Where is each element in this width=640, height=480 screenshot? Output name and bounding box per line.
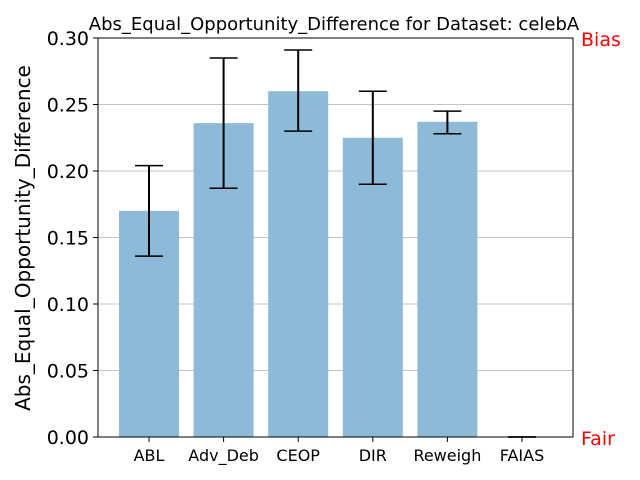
- chart-title: Abs_Equal_Opportunity_Difference for Dat…: [89, 14, 580, 35]
- bar-dir: [342, 137, 403, 437]
- x-tick-label: FAIAS: [500, 446, 545, 465]
- x-tick-label: Adv_Deb: [188, 446, 259, 466]
- y-axis-label: Abs_Equal_Opportunity_Difference: [11, 65, 35, 411]
- y-tick-label: 0.00: [47, 427, 89, 449]
- y-tick-label: 0.10: [47, 294, 89, 316]
- y-tick-label: 0.15: [47, 228, 89, 250]
- x-tick-label: CEOP: [276, 446, 320, 465]
- y-tick-label: 0.20: [47, 161, 89, 183]
- x-tick-label: DIR: [359, 446, 387, 465]
- bars: [119, 91, 478, 438]
- error-bars: [135, 49, 536, 438]
- x-axis-ticks: ABL Adv_Deb CEOP DIR Reweigh FAIAS: [134, 437, 545, 466]
- y-tick-label: 0.30: [47, 28, 89, 50]
- x-tick-label: Reweigh: [413, 446, 481, 465]
- bar-reweigh: [417, 121, 478, 437]
- y-tick-label: 0.05: [47, 361, 89, 383]
- y-axis-ticks: 0.00 0.05 0.10 0.15 0.20 0.25 0.30: [47, 28, 98, 449]
- bias-marker-label: Bias: [581, 29, 621, 51]
- x-tick-label: ABL: [134, 446, 165, 465]
- bar-ceop: [268, 91, 329, 437]
- y-tick-label: 0.25: [47, 95, 89, 117]
- fair-marker-label: Fair: [581, 428, 615, 450]
